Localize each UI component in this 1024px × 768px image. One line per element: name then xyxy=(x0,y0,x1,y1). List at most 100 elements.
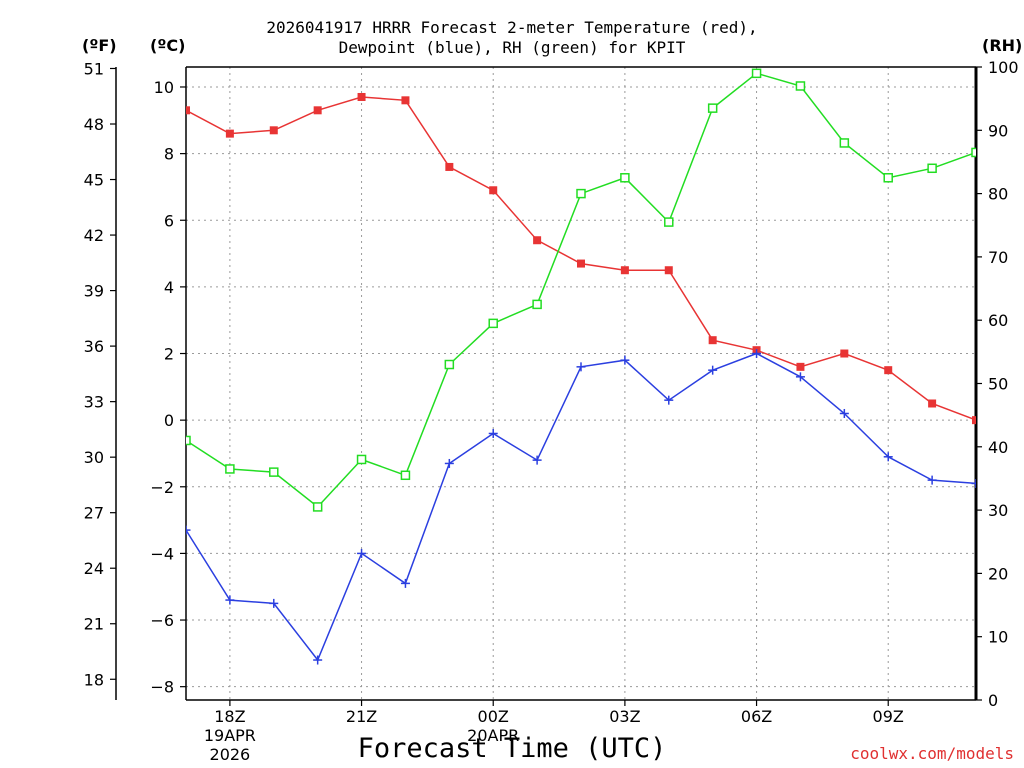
x-tick-sublabel-date: 19APR xyxy=(204,726,256,745)
temperature-point xyxy=(357,92,366,101)
rh-tick-label: 90 xyxy=(988,121,1008,140)
dewpoint-point xyxy=(971,478,976,488)
dewpoint-point xyxy=(444,458,454,468)
dewpoint-point xyxy=(795,372,805,382)
temperature-point xyxy=(928,399,937,408)
celsius-unit-label: (ºC) xyxy=(150,36,186,55)
dewpoint-point xyxy=(927,475,937,485)
dewpoint-point xyxy=(225,595,235,605)
credit-text: coolwx.com/models xyxy=(850,744,1014,763)
temperature-point xyxy=(664,266,673,275)
celsius-tick-label: −4 xyxy=(150,544,174,563)
fahrenheit-unit-label: (ºF) xyxy=(82,36,117,55)
dewpoint-point xyxy=(488,428,498,438)
rh-point xyxy=(620,173,630,183)
rh-point xyxy=(751,68,762,79)
rh-line xyxy=(186,72,976,508)
fahrenheit-tick-label: 42 xyxy=(84,226,104,245)
dewpoint-series xyxy=(186,349,1024,665)
rh-point xyxy=(269,467,279,477)
x-tick-label: 21Z xyxy=(346,707,377,726)
temperature-point xyxy=(445,162,454,171)
dewpoint-point xyxy=(269,598,279,608)
temperature-series xyxy=(186,92,976,425)
dewpoint-point xyxy=(313,655,323,665)
rh-tick-label: 80 xyxy=(988,185,1008,204)
fahrenheit-tick-label: 39 xyxy=(84,282,104,301)
temperature-point xyxy=(533,236,542,245)
temperature-point xyxy=(708,336,717,345)
x-tick-label: 00Z xyxy=(478,707,509,726)
temperature-point xyxy=(884,366,893,375)
chart-title-line2: Dewpoint (blue), RH (green) for KPIT xyxy=(338,38,686,57)
temperature-point xyxy=(401,96,410,105)
temperature-point xyxy=(186,106,190,115)
dewpoint-point xyxy=(1015,486,1024,495)
fahrenheit-tick-label: 30 xyxy=(84,448,104,467)
fahrenheit-tick-label: 18 xyxy=(84,670,104,689)
temperature-point xyxy=(620,266,629,275)
dewpoint-line xyxy=(186,352,976,662)
dewpoint-point xyxy=(357,548,367,558)
rh-unit-label: (RH) xyxy=(982,36,1023,55)
x-tick-sublabel-date: 20APR xyxy=(467,726,519,745)
fahrenheit-tick-label: 51 xyxy=(84,59,104,78)
rh-tick-label: 100 xyxy=(988,58,1019,77)
dewpoint-point xyxy=(664,395,674,405)
rh-point xyxy=(532,299,542,310)
rh-point xyxy=(971,147,976,158)
celsius-tick-label: −6 xyxy=(150,611,174,630)
rh-point xyxy=(312,502,323,512)
x-axis-title: Forecast Time (UTC) xyxy=(357,733,667,764)
dewpoint-point xyxy=(708,365,718,375)
rh-point xyxy=(1016,139,1024,147)
temperature-point xyxy=(972,416,976,425)
rh-tick-label: 50 xyxy=(988,375,1008,394)
rh-series xyxy=(186,68,1024,512)
celsius-tick-label: 8 xyxy=(164,145,174,164)
rh-tick-label: 0 xyxy=(988,691,998,710)
temperature-point xyxy=(796,362,805,371)
dewpoint-point xyxy=(186,525,191,535)
rh-point xyxy=(444,359,455,370)
rh-tick-label: 60 xyxy=(988,311,1008,330)
x-tick-label: 06Z xyxy=(741,707,772,726)
chart-title-line1: 2026041917 HRRR Forecast 2-meter Tempera… xyxy=(266,18,758,37)
temperature-point xyxy=(269,126,278,135)
dewpoint-point xyxy=(839,408,849,418)
dewpoint-point xyxy=(752,349,762,359)
fahrenheit-tick-label: 24 xyxy=(84,559,104,578)
temperature-point xyxy=(489,186,498,195)
fahrenheit-tick-label: 27 xyxy=(84,504,104,523)
rh-point xyxy=(186,435,191,446)
rh-point xyxy=(488,318,498,329)
celsius-tick-label: 2 xyxy=(164,345,174,364)
x-tick-sublabel-year: 2026 xyxy=(210,745,251,764)
rh-point xyxy=(927,163,937,174)
dewpoint-point xyxy=(883,452,893,462)
rh-point xyxy=(356,454,367,465)
temperature-point xyxy=(225,129,234,138)
x-tick-label: 03Z xyxy=(609,707,640,726)
fahrenheit-tick-label: 48 xyxy=(84,115,104,134)
rh-tick-label: 30 xyxy=(988,501,1008,520)
x-tick-label: 18Z xyxy=(214,707,245,726)
celsius-tick-label: 10 xyxy=(154,78,174,97)
rh-tick-label: 10 xyxy=(988,628,1008,647)
dewpoint-point xyxy=(400,578,410,588)
celsius-tick-label: −2 xyxy=(150,478,174,497)
rh-tick-label: 40 xyxy=(988,438,1008,457)
rh-point xyxy=(839,138,850,148)
rh-point xyxy=(400,470,411,481)
rh-point xyxy=(707,103,718,113)
temperature-point xyxy=(313,106,322,115)
temperature-line xyxy=(186,96,976,421)
temperature-point xyxy=(577,259,585,268)
celsius-tick-label: 4 xyxy=(164,278,174,297)
fahrenheit-tick-label: 45 xyxy=(84,171,104,190)
fahrenheit-tick-label: 21 xyxy=(84,615,104,634)
rh-point xyxy=(795,81,806,91)
rh-point xyxy=(225,464,235,474)
dewpoint-point xyxy=(576,362,586,372)
